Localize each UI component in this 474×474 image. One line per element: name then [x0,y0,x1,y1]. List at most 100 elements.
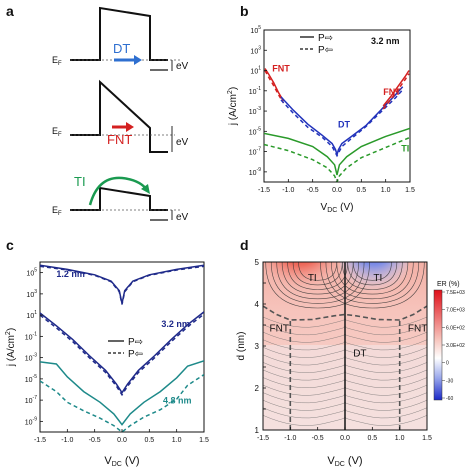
contour-line [281,262,354,295]
y-tick-label: 10-1 [25,331,37,341]
x-tick-label: 1.5 [422,435,432,442]
regime-label: FNT [408,323,427,334]
regime-boundary-line [263,305,427,321]
x-tick-label: 1.0 [395,435,405,442]
heatmap-red-hotspot [263,262,338,305]
y-tick-label: 10-7 [249,147,261,157]
contour-line [270,262,365,304]
x-tick-label: -0.5 [307,187,319,194]
panel-c-chart: -1.5 -1.0 -0.5 0.0 0.5 1.0 1.5 105 103 101 10-1 10-… [5,261,209,468]
panel-label-a: a [6,3,14,19]
contour-line [347,262,398,286]
contour-line [331,262,414,300]
x-tick-label: -1.5 [34,437,46,444]
series-line-dashed-3 [280,89,404,158]
y-tick-label: 105 [26,268,37,278]
annotation-label: DT [338,119,350,129]
y-tick-label: 10-7 [25,395,37,405]
legend-dashed-label: P⇦ [318,45,333,56]
panel-d-heatmap: -1.5 -1.0 -0.5 0.0 0.5 1.0 1.5 1 2 3 4 5 TI TI FNT FNT… [236,258,465,468]
heatmap-boundaries [263,305,427,430]
fnt-ev-label: eV [176,137,189,148]
x-tick-label: 0.5 [367,435,377,442]
dt-fermi-label: EF [52,55,62,67]
panel-d-xlabel: VDC (V) [327,455,362,468]
colorbar-tick-label: 7.0E+03 [446,308,465,314]
contour-line [320,262,425,309]
panel-b-series [264,68,410,182]
dt-arrowhead-icon [134,55,142,65]
annotation-label: TI [401,144,409,154]
fnt-arrow-label: FNT [107,132,132,147]
ti-ev-label: eV [176,212,189,223]
colorbar-ticks: 7.5E+03 7.0E+03 6.0E+02 3.0E+02 0 -30 -60 [442,290,465,402]
x-tick-label: 0.5 [356,187,366,194]
series-line-solid-4 [382,70,410,107]
panel-d-axes: -1.5 -1.0 -0.5 0.0 0.5 1.0 1.5 1 2 3 4 5 [255,258,432,442]
colorbar-tick-label: 6.0E+02 [446,325,465,331]
annotation-label: FNT [272,64,290,74]
series-line-dashed-5 [40,373,204,432]
y-tick-label: 10-9 [25,416,37,426]
panel-a-diagram-dt: EF eV DT [52,6,189,72]
y-tick-label: 103 [250,45,261,55]
legend-solid-label: P⇨ [318,33,333,44]
panel-b-chart: -1.5 -1.0 -0.5 0.0 0.5 1.0 1.5 105 103 101 10-1 10-… [227,25,415,214]
series-line-dashed-7 [264,136,410,182]
y-tick-label: 10-3 [25,353,37,363]
panel-d-annotations: TI TI FNT FNT DT [270,273,428,360]
fnt-fermi-label: EF [52,126,62,138]
y-tick-label: 1 [255,426,260,435]
series-line-solid-2 [40,311,204,395]
series-line-dashed-5 [382,73,410,110]
fnt-arrowhead-icon [126,122,134,132]
x-tick-label: -1.0 [284,435,296,442]
legend-dashed-label: P⇦ [128,349,143,360]
y-tick-label: 10-9 [249,167,261,177]
y-tick-label: 4 [255,300,260,309]
series-line-solid-4 [40,360,204,426]
x-tick-label: -1.5 [258,187,270,194]
x-tick-label: -1.0 [61,437,73,444]
series-line-dashed-1 [40,265,204,305]
x-tick-label: 0.0 [340,435,350,442]
ti-arrow-icon [88,176,149,206]
x-tick-label: -0.5 [89,437,101,444]
panel-c-series [40,264,204,432]
panel-c-axes: -1.5 -1.0 -0.5 0.0 0.5 1.0 1.5 105 103 101 10-1 10-… [25,268,209,444]
series-line-dashed-3 [40,313,204,397]
colorbar-tick-label: -60 [446,396,453,402]
colorbar-tick-label: 3.0E+02 [446,343,465,349]
panel-b-legend: P⇨ P⇦ [300,33,333,56]
colorbar-tick-label: 7.5E+03 [446,290,465,296]
x-tick-label: 1.0 [381,187,391,194]
x-tick-label: 1.0 [172,437,182,444]
colorbar-tick-label: -30 [446,378,453,384]
y-tick-label: 10-1 [249,86,261,96]
y-tick-label: 103 [26,289,37,299]
panel-b-axes: -1.5 -1.0 -0.5 0.0 0.5 1.0 1.5 105 103 101 10-1 10-… [249,25,415,194]
y-tick-label: 101 [26,310,37,320]
y-tick-label: 105 [250,25,261,35]
panel-b-ylabel: j (A/cm2) [227,87,239,126]
regime-label: FNT [270,323,289,334]
contour-line [325,262,420,304]
panel-c-legend: P⇨ P⇦ [108,337,143,360]
ti-fermi-label: EF [52,205,62,217]
series-line-solid-0 [264,68,285,102]
panel-b-xlabel: VDC (V) [321,202,354,214]
ti-arrow-label: TI [74,174,86,189]
x-tick-label: -1.0 [282,187,294,194]
ti-barrier [70,186,168,211]
x-tick-label: 0.5 [144,437,154,444]
x-tick-label: -1.5 [257,435,269,442]
y-tick-label: 10-5 [249,126,261,136]
series-line-solid-6 [264,127,410,176]
contour-line [276,262,359,300]
panel-b-thickness-note: 3.2 nm [371,36,400,46]
panel-c-ylabel: j (A/cm2) [5,328,17,367]
dt-arrow-label: DT [113,41,130,56]
panel-label-d: d [240,237,249,253]
annotation-label: 1.2 nm [56,269,85,279]
legend-solid-label: P⇨ [128,337,143,348]
